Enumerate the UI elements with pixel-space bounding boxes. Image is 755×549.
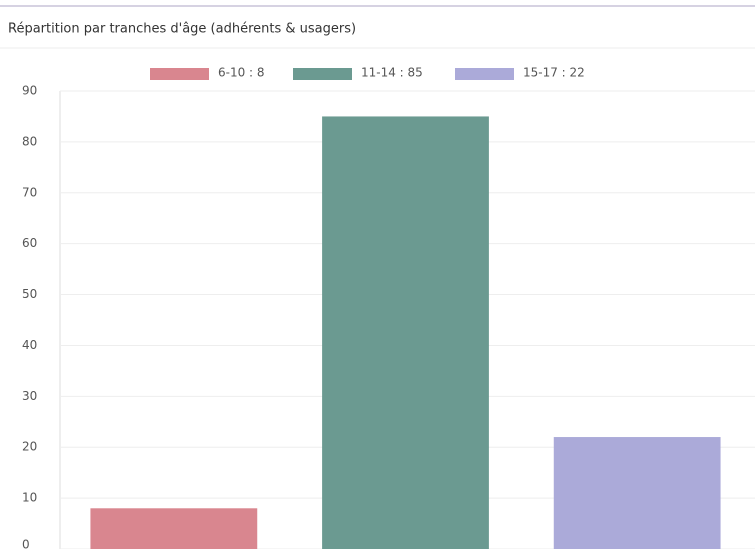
y-tick-label: 50	[22, 287, 37, 301]
legend-swatch	[150, 68, 209, 80]
y-tick-label: 10	[22, 491, 37, 505]
legend-label: 15-17 : 22	[523, 66, 585, 80]
bar	[553, 437, 721, 549]
legend-label: 11-14 : 85	[361, 66, 423, 80]
bar	[322, 116, 489, 549]
legend-swatch	[293, 68, 352, 80]
y-tick-label: 40	[22, 338, 37, 352]
legend-swatch	[455, 68, 514, 80]
y-tick-label: 30	[22, 389, 37, 403]
chart-title: Répartition par tranches d'âge (adhérent…	[8, 22, 356, 37]
y-tick-label: 90	[22, 84, 37, 98]
bar	[90, 508, 258, 549]
legend-label: 6-10 : 8	[218, 66, 265, 80]
y-tick-label: 0	[22, 538, 30, 549]
y-tick-label: 70	[22, 185, 37, 199]
y-tick-label: 80	[22, 134, 37, 148]
y-tick-label: 60	[22, 236, 37, 250]
y-tick-label: 20	[22, 440, 37, 454]
